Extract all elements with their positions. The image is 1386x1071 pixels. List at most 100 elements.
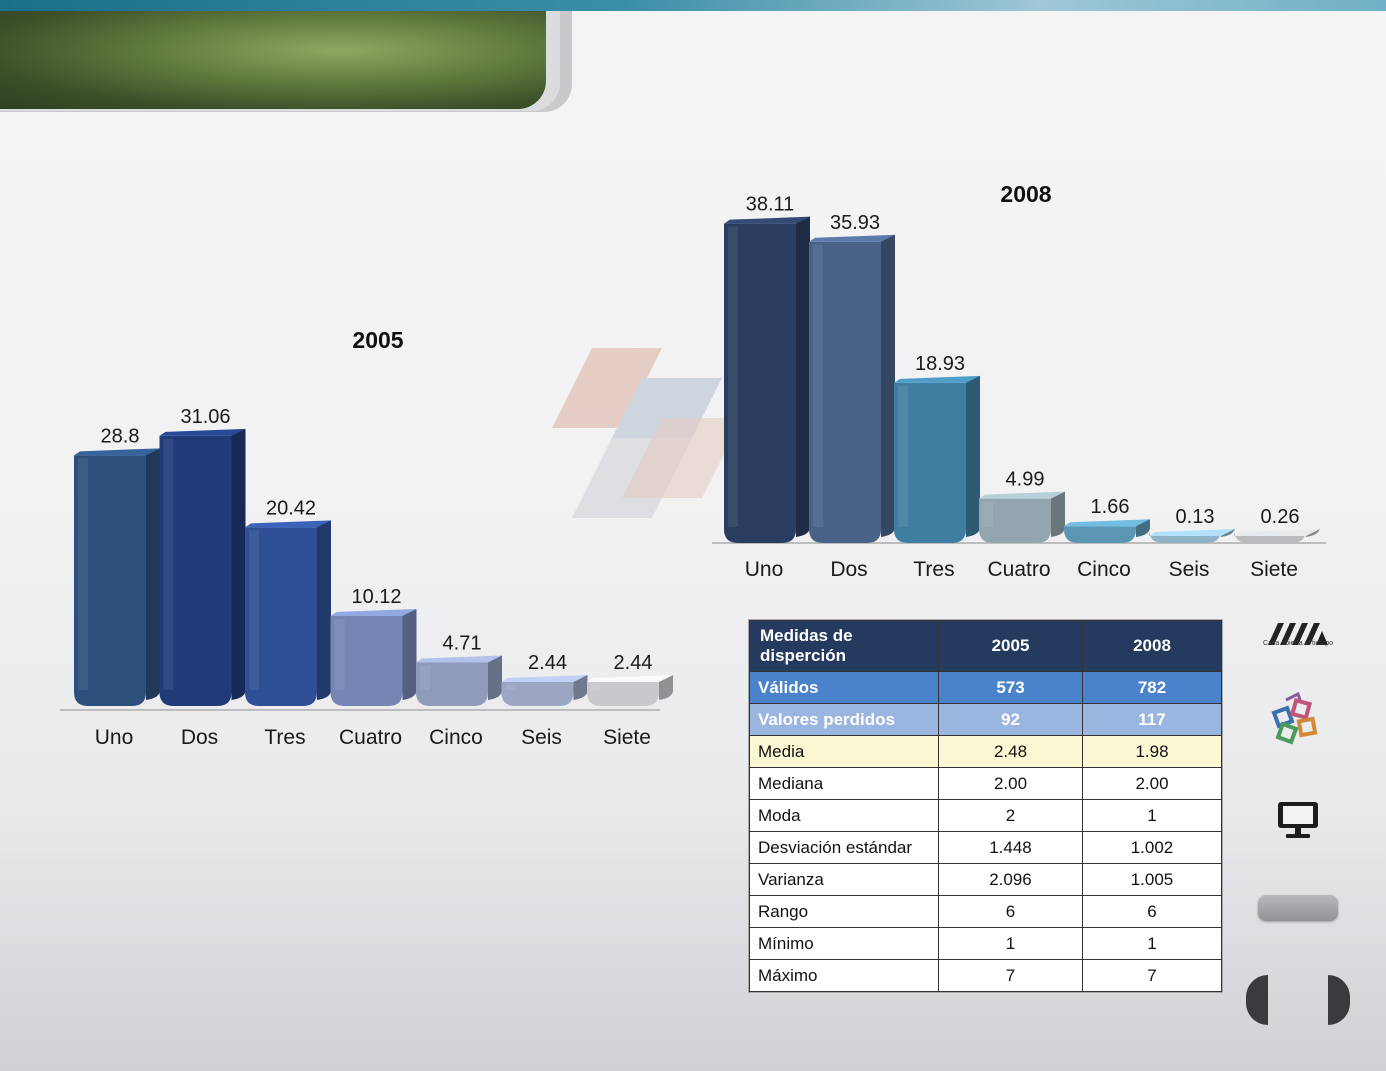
table-cell-2005: 1 <box>938 927 1083 960</box>
chart-title: 2005 <box>352 327 403 353</box>
bar-top <box>74 448 160 456</box>
bar-highlight <box>420 665 430 690</box>
bar-front <box>1064 526 1136 543</box>
next-icon[interactable] <box>1328 975 1350 1025</box>
bar-side <box>573 675 588 700</box>
data-label: 4.71 <box>443 632 482 654</box>
table-cell-label: Moda <box>749 799 939 832</box>
bar-top <box>587 675 673 683</box>
bar-front <box>587 682 659 706</box>
bar-top <box>809 234 895 242</box>
table-cell-2008: 1.002 <box>1082 831 1222 864</box>
top-accent-strip <box>0 0 1386 11</box>
table-cell-2008: 782 <box>1082 671 1222 704</box>
data-label: 2.44 <box>528 652 567 674</box>
table-row: Desviación estándar 1.448 1.002 <box>749 831 1222 864</box>
data-label: 4.99 <box>1006 469 1045 491</box>
menu-button[interactable] <box>1258 895 1338 921</box>
bar-side <box>966 375 980 537</box>
table-cell-2008: 117 <box>1082 703 1222 736</box>
bar-top <box>501 675 588 683</box>
logo-tagline: Casa abierta al tiempo <box>1262 640 1334 647</box>
table-row: Media 2.48 1.98 <box>749 735 1222 768</box>
books-icon[interactable] <box>1270 692 1326 748</box>
bar-front <box>416 662 488 706</box>
x-tick-label: Dos <box>181 726 218 749</box>
x-tick-label: Tres <box>913 558 954 581</box>
bar-highlight <box>591 685 601 690</box>
table-row: Valores perdidos 92 117 <box>749 703 1222 736</box>
bar-top <box>159 428 246 436</box>
bar-highlight <box>78 458 88 690</box>
bar <box>894 375 980 543</box>
previous-icon[interactable] <box>1246 975 1268 1025</box>
x-tick-label: Uno <box>745 558 784 581</box>
chart-2005: 2005 28.8 Uno 31.06 Dos 20.42 Tres 10.12 Cuatro 4… <box>60 320 680 760</box>
table-cell-label: Máximo <box>749 959 939 992</box>
data-label: 38.11 <box>746 194 795 216</box>
table-cell-2005: 2.00 <box>938 767 1083 800</box>
bar <box>1064 519 1150 543</box>
table-header-row: Medidas de disperción 2005 2008 <box>749 620 1222 672</box>
table-cell-label: Desviación estándar <box>749 831 939 864</box>
table-header-2005: 2005 <box>938 620 1083 672</box>
bar <box>245 520 331 706</box>
bar-side <box>796 216 810 537</box>
bar-top <box>1149 529 1235 536</box>
bar-front <box>809 241 881 543</box>
table-cell-2005: 92 <box>938 703 1083 736</box>
chart-2008-svg: 2008 38.11 Uno 35.93 Dos 18.93 Tres 4.99 Cuatro 1… <box>712 181 1326 581</box>
bar-highlight <box>249 530 259 690</box>
bar-top <box>894 375 980 383</box>
bar-front <box>245 527 317 706</box>
table-cell-label: Mediana <box>749 767 939 800</box>
chart-2005-svg: 2005 28.8 Uno 31.06 Dos 20.42 Tres 10.12 Cuatro 4… <box>60 327 673 749</box>
bar <box>1149 527 1235 543</box>
bar-side <box>146 448 160 700</box>
bar <box>809 234 895 543</box>
x-tick-label: Cuatro <box>339 726 402 749</box>
table-cell-2005: 2 <box>938 799 1083 832</box>
table-cell-2008: 6 <box>1082 895 1222 928</box>
bar <box>416 655 502 706</box>
bar-top <box>979 491 1065 499</box>
bar <box>1234 527 1320 543</box>
uam-logo-icon[interactable] <box>1262 612 1334 656</box>
table-cell-2005: 573 <box>938 671 1083 704</box>
x-tick-label: Cinco <box>1077 558 1131 581</box>
data-label: 28.8 <box>101 425 140 447</box>
table-cell-label: Válidos <box>749 671 939 704</box>
chart-title: 2008 <box>1000 181 1051 207</box>
table-cell-label: Valores perdidos <box>749 703 939 736</box>
table-cell-label: Varianza <box>749 863 939 896</box>
bar-front <box>330 615 403 706</box>
x-tick-label: Tres <box>264 726 305 749</box>
table-cell-label: Rango <box>749 895 939 928</box>
bar-front <box>724 223 796 543</box>
bar <box>159 428 246 706</box>
table-cell-2008: 1.005 <box>1082 863 1222 896</box>
table-header-measure: Medidas de disperción <box>749 620 939 672</box>
data-label: 10.12 <box>351 586 401 608</box>
x-tick-label: Seis <box>521 726 562 749</box>
table-header-2008: 2008 <box>1082 620 1222 672</box>
bar <box>724 216 810 543</box>
bar-highlight <box>728 226 738 527</box>
table-cell-2005: 1.448 <box>938 831 1083 864</box>
table-row: Moda 2 1 <box>749 799 1222 832</box>
monitor-icon[interactable] <box>1276 800 1320 840</box>
bar-top <box>245 520 331 528</box>
x-tick-label: Uno <box>95 726 134 749</box>
bar-front <box>894 382 966 543</box>
bar-top <box>1234 529 1320 536</box>
table-cell-2005: 6 <box>938 895 1083 928</box>
bar-highlight <box>163 438 174 690</box>
bar-side <box>1051 491 1065 537</box>
table-row: Máximo 7 7 <box>749 959 1222 992</box>
data-label: 31.06 <box>180 406 230 428</box>
data-label: 2.44 <box>614 652 653 674</box>
table-cell-2008: 2.00 <box>1082 767 1222 800</box>
data-label: 18.93 <box>915 353 965 375</box>
bar-front <box>501 682 574 706</box>
data-label: 0.26 <box>1261 506 1300 528</box>
